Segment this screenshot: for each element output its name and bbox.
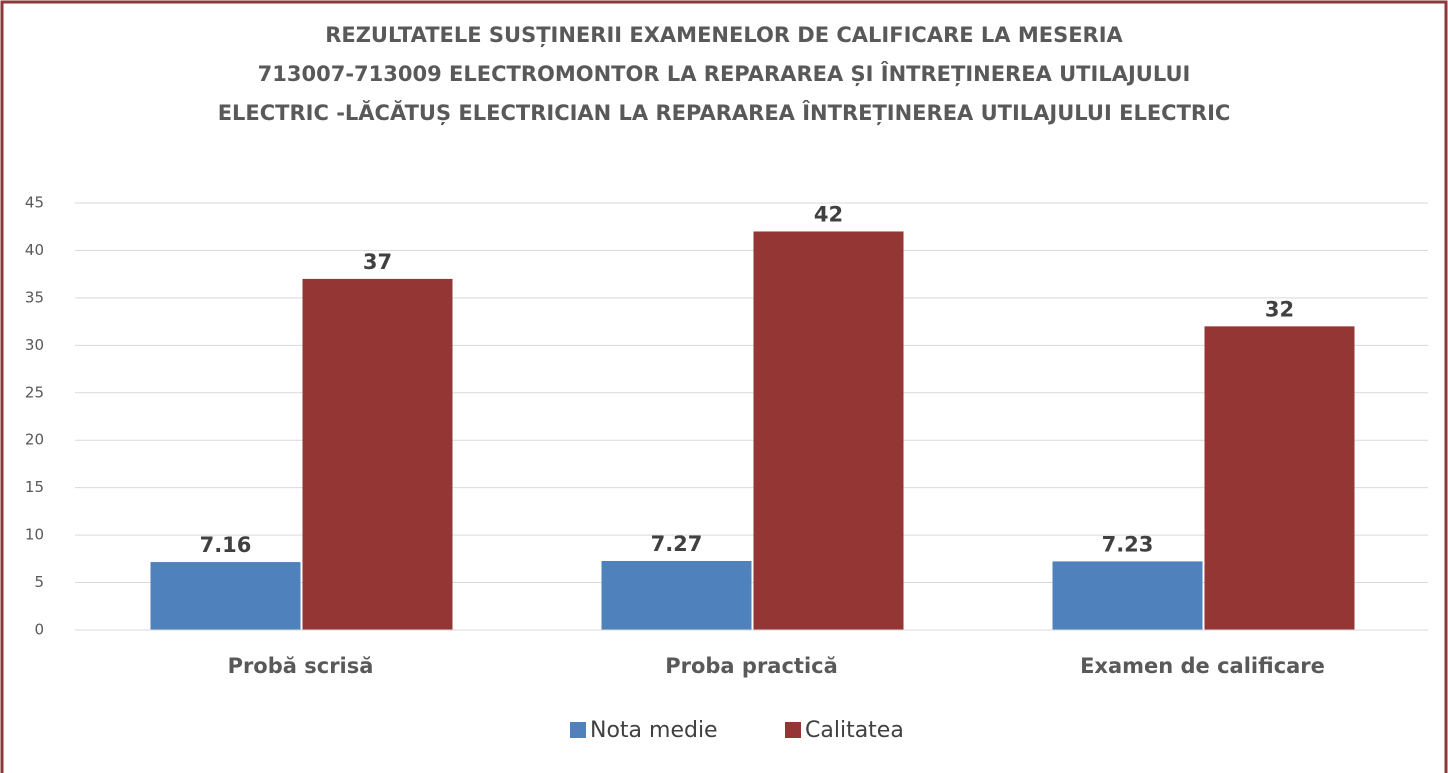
data-label: 37 (363, 250, 392, 274)
chart-title: ELECTRIC -LĂCĂTUȘ ELECTRICIAN LA REPARAR… (218, 100, 1231, 126)
y-tick-label: 10 (25, 526, 44, 544)
legend-swatch (785, 722, 801, 738)
data-label: 7.23 (1102, 532, 1154, 556)
bar (150, 562, 301, 630)
bar (601, 561, 752, 630)
legend-label: Calitatea (805, 718, 904, 743)
y-tick-label: 0 (34, 621, 44, 639)
chart-title: 713007-713009 ELECTROMONTOR LA REPARAREA… (258, 61, 1191, 87)
x-tick-label: Probă scrisă (228, 654, 374, 678)
x-tick-label: Proba practică (665, 654, 838, 678)
y-tick-label: 20 (25, 431, 44, 449)
bar (1204, 326, 1355, 630)
x-tick-label: Examen de calificare (1080, 654, 1325, 678)
bar (753, 231, 904, 630)
y-tick-label: 40 (25, 241, 44, 259)
data-label: 7.27 (651, 532, 703, 556)
data-label: 7.16 (200, 533, 252, 557)
bar (1052, 561, 1203, 630)
legend-label: Nota medie (590, 718, 718, 743)
y-tick-label: 5 (34, 573, 44, 591)
y-tick-label: 15 (25, 478, 44, 496)
y-tick-label: 30 (25, 336, 44, 354)
bar (302, 278, 453, 630)
data-label: 32 (1265, 297, 1294, 321)
legend-swatch (570, 722, 586, 738)
data-label: 42 (814, 202, 843, 226)
y-tick-label: 25 (25, 383, 44, 401)
y-tick-label: 45 (25, 194, 44, 212)
chart-title: REZULTATELE SUSȚINERII EXAMENELOR DE CAL… (325, 23, 1123, 48)
y-tick-label: 35 (25, 288, 44, 306)
